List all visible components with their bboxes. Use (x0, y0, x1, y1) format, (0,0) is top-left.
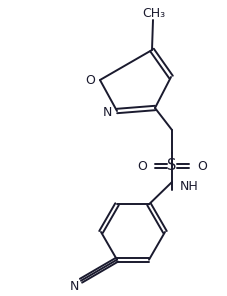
Text: NH: NH (179, 179, 198, 192)
Text: N: N (102, 107, 111, 120)
Text: O: O (196, 160, 206, 173)
Text: O: O (136, 160, 146, 173)
Text: S: S (167, 158, 176, 173)
Text: CH₃: CH₃ (142, 7, 165, 20)
Text: O: O (85, 73, 94, 86)
Text: N: N (69, 280, 78, 293)
